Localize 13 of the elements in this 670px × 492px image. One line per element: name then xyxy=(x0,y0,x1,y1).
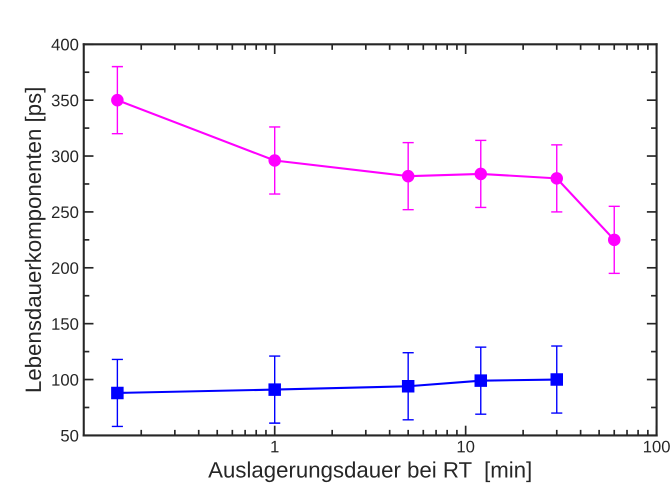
y-tick-label: 150 xyxy=(52,318,78,330)
y-tick-label: 350 xyxy=(52,94,78,106)
y-tick-label: 100 xyxy=(52,374,78,386)
x-tick-label: 10 xyxy=(458,440,474,453)
x-tick-label: 100 xyxy=(644,440,670,453)
y-tick-label: 250 xyxy=(52,206,78,218)
x-axis-title: Auslagerungsdauer bei RT [min] xyxy=(208,461,531,482)
y-tick-label: 50 xyxy=(61,430,78,442)
x-tick-label: 1 xyxy=(271,440,279,452)
y-tick-label: 200 xyxy=(52,262,78,274)
y-axis-title: Lebensdauerkomponenten [ps] xyxy=(24,88,46,392)
y-tick-label: 400 xyxy=(51,38,78,50)
y-tick-label: 300 xyxy=(52,150,78,162)
